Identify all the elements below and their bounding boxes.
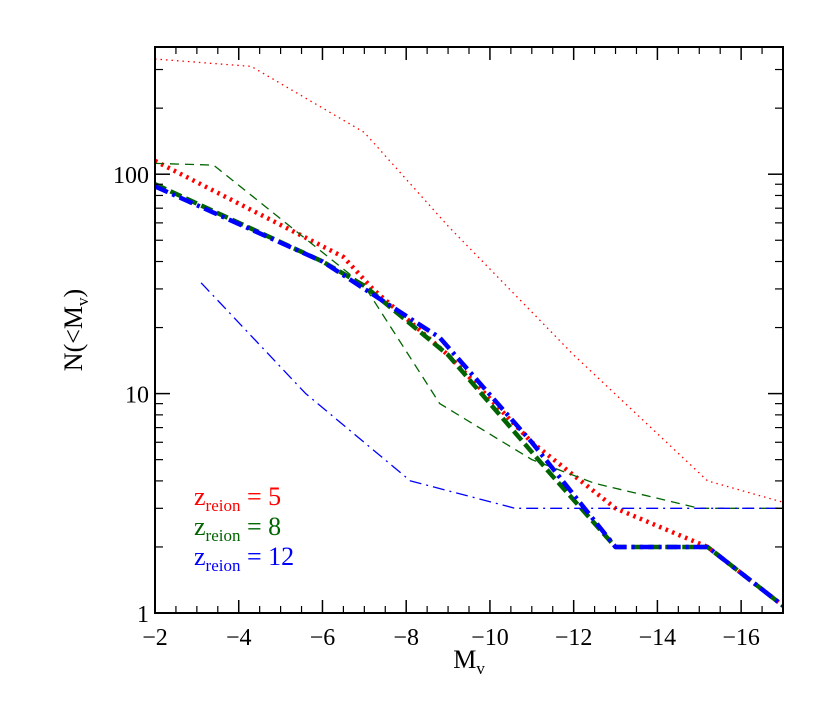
x-axis-label-sub: v <box>476 659 485 678</box>
legend-entry: zreion = 5 <box>194 482 281 515</box>
legend-entry-value: = 5 <box>240 482 281 511</box>
x-tick-label: −10 <box>471 625 509 651</box>
plot-lines <box>155 58 783 608</box>
x-tick-label: −6 <box>310 625 336 651</box>
legend-entry-sub: reion <box>206 496 241 515</box>
legend-entry-main: z <box>194 512 206 541</box>
y-axis-label-main: N(<M <box>59 306 88 371</box>
legend-entry: zreion = 8 <box>194 512 281 545</box>
x-axis-label-main: M <box>453 645 476 674</box>
legend-entry-main: z <box>194 482 206 511</box>
tick-labels: −2 −4 −6 −8 −10 −12 −14 −16 1 10 100 <box>113 163 760 651</box>
x-tick-label: −4 <box>226 625 252 651</box>
series-line-1-thick <box>155 158 783 608</box>
legend-entry-main: z <box>194 542 206 571</box>
legend-entry-sub: reion <box>206 526 241 545</box>
series-line-2-thin <box>155 162 783 509</box>
legend-entry-sub: reion <box>206 556 241 575</box>
x-tick-label: −12 <box>555 625 593 651</box>
x-tick-label: −16 <box>722 625 760 651</box>
y-tick-label: 1 <box>137 602 149 628</box>
y-axis-label: N(<Mv) <box>59 289 92 371</box>
legend-entry-value: = 12 <box>240 542 294 571</box>
x-axis-label: Mv <box>453 645 485 678</box>
x-tick-label: −8 <box>393 625 419 651</box>
series-line-0-thin <box>155 58 783 503</box>
x-tick-label: −14 <box>639 625 677 651</box>
y-tick-label: 10 <box>125 383 149 409</box>
axis-ticks <box>154 47 783 614</box>
legend-entry-value: = 8 <box>240 512 281 541</box>
x-tick-label: −2 <box>142 625 168 651</box>
y-axis-label-sub: v <box>73 297 92 306</box>
legend-entry: zreion = 12 <box>194 542 294 575</box>
y-axis-label-close: ) <box>59 289 88 298</box>
y-tick-label: 100 <box>113 163 149 189</box>
series-line-5-thick <box>155 184 783 608</box>
series-line-4-thin <box>200 282 783 509</box>
